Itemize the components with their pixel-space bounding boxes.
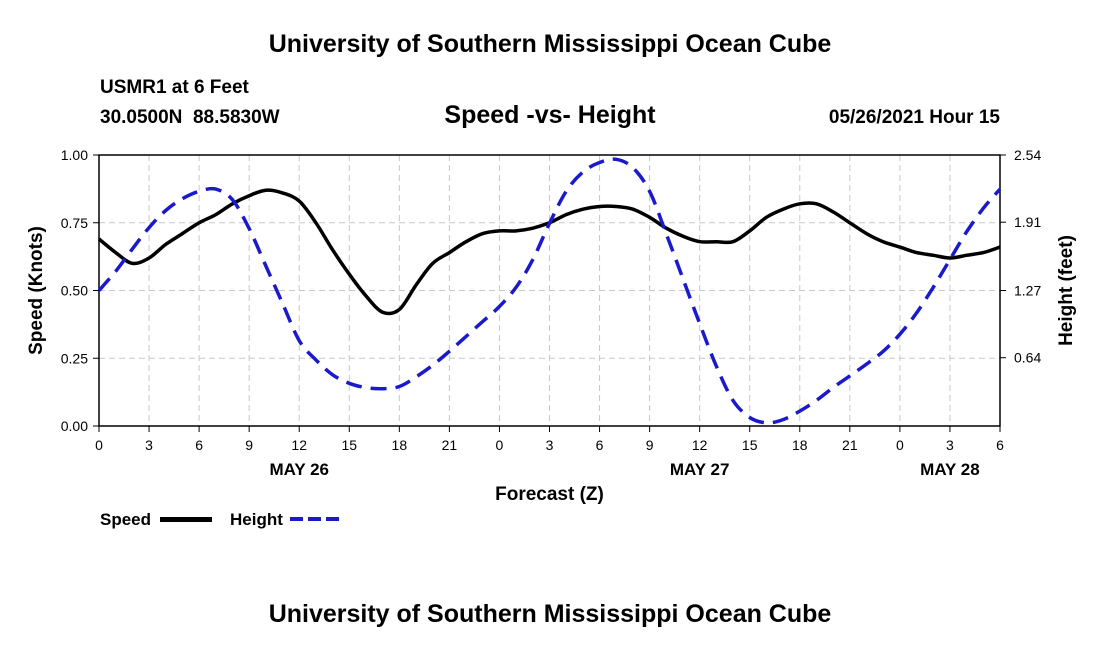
- x-axis: 0 3 6 9 12 15 18 21 0 3 6 9 12 15 18 21 0 3 6: [95, 426, 1004, 453]
- x-tick-label: 9: [245, 437, 253, 453]
- station-name: USMR1 at 6 Feet: [100, 77, 249, 98]
- y-axis-left: 0.00 0.25 0.50 0.75 1.00: [61, 147, 99, 434]
- grid-lines: [99, 155, 1000, 426]
- page-title: University of Southern Mississippi Ocean…: [268, 30, 832, 58]
- x-tick-label: 3: [946, 437, 954, 453]
- x-tick-label: 0: [896, 437, 904, 453]
- x-tick-label: 12: [692, 437, 708, 453]
- y-tick-label: 0.50: [61, 283, 88, 299]
- series-lines: [97, 157, 1002, 425]
- y-right-tick-label: 2.54: [1014, 147, 1041, 163]
- x-tick-label: 6: [996, 437, 1004, 453]
- y-right-tick-label: 1.27: [1014, 283, 1041, 299]
- x-tick-label: 0: [496, 437, 504, 453]
- x-tick-label: 21: [442, 437, 458, 453]
- x-axis-label: Forecast (Z): [495, 484, 604, 505]
- y-tick-label: 0.25: [61, 350, 88, 366]
- legend-height-swatch: [290, 517, 342, 521]
- legend-height-label: Height: [230, 510, 283, 529]
- x-tick-label: 18: [792, 437, 808, 453]
- x-tick-label: 21: [842, 437, 858, 453]
- x-tick-label: 15: [341, 437, 357, 453]
- y-right-tick-label: 1.91: [1014, 214, 1041, 230]
- y-tick-label: 1.00: [61, 147, 88, 163]
- x-tick-label: 3: [546, 437, 554, 453]
- date-label: MAY 26: [269, 460, 329, 479]
- forecast-datetime: 05/26/2021 Hour 15: [828, 107, 1000, 128]
- x-tick-label: 9: [646, 437, 654, 453]
- x-tick-label: 6: [195, 437, 203, 453]
- chart-title: Speed -vs- Height: [444, 101, 656, 129]
- y-axis-left-label: Speed (Knots): [26, 226, 47, 355]
- height-series-line: [97, 157, 1002, 425]
- y-tick-label: 0.75: [61, 215, 88, 231]
- x-tick-label: 12: [291, 437, 307, 453]
- station-coordinates: 30.0500N 88.5830W: [100, 107, 280, 128]
- y-tick-label: 0.00: [61, 418, 88, 434]
- date-label: MAY 28: [920, 460, 980, 479]
- x-tick-label: 3: [145, 437, 153, 453]
- x-tick-label: 15: [742, 437, 758, 453]
- x-tick-label: 18: [392, 437, 408, 453]
- x-tick-label: 6: [596, 437, 604, 453]
- y-right-tick-label: 0.64: [1014, 350, 1041, 366]
- y-axis-right: 0.64 1.27 1.91 2.54: [1000, 147, 1041, 366]
- y-axis-right-label: Height (feet): [1056, 235, 1077, 346]
- date-labels: MAY 26 MAY 27 MAY 28: [269, 460, 979, 479]
- x-tick-label: 0: [95, 437, 103, 453]
- footer-title: University of Southern Mississippi Ocean…: [268, 600, 832, 628]
- date-label: MAY 27: [670, 460, 730, 479]
- legend-speed-swatch: [160, 517, 212, 522]
- legend-speed-label: Speed: [100, 510, 152, 529]
